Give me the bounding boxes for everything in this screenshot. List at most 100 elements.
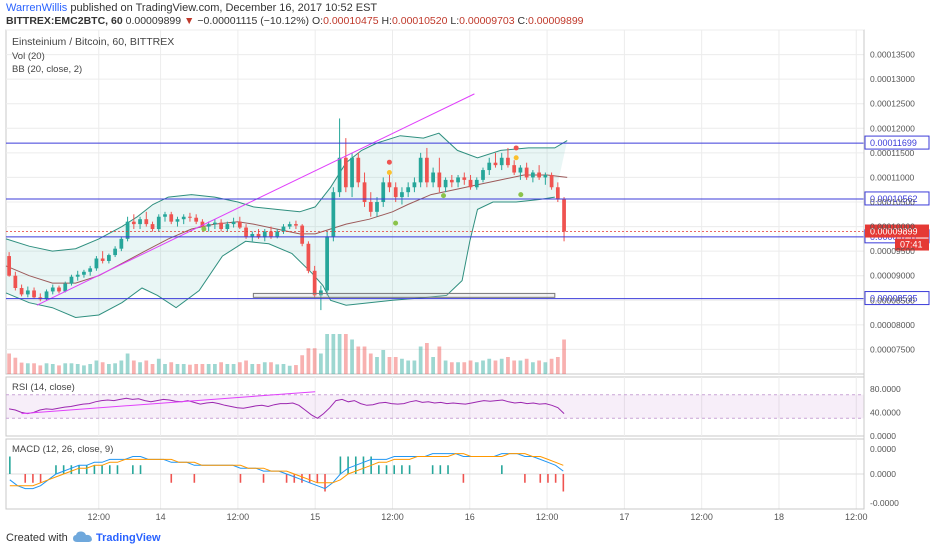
candle-body <box>331 192 336 237</box>
candle-body <box>131 221 136 225</box>
chart-header: WarrenWillis published on TradingView.co… <box>0 0 932 28</box>
volume-bar <box>331 334 336 374</box>
candle-body <box>244 227 248 237</box>
time-tick-label: 12:00 <box>845 512 868 522</box>
volume-bar <box>362 346 367 374</box>
rsi-tick-label: 40.0000 <box>870 407 901 417</box>
volume-bar <box>518 360 523 374</box>
rsi-line <box>9 397 565 419</box>
volume-bar <box>213 364 217 374</box>
volume-bar <box>555 357 560 374</box>
candle-body <box>425 157 429 183</box>
candle-body <box>431 172 435 183</box>
candle-body <box>481 170 485 180</box>
author-link[interactable]: WarrenWillis <box>6 2 68 14</box>
signal-marker <box>513 155 519 161</box>
volume-bar <box>468 360 473 374</box>
candle-body <box>194 217 199 222</box>
volume-bar <box>250 364 255 374</box>
volume-bar <box>119 360 124 374</box>
time-tick-label: 17 <box>619 512 629 522</box>
tradingview-brand[interactable]: TradingView <box>96 532 161 544</box>
candle-body <box>206 224 211 227</box>
candle-body <box>493 162 498 166</box>
candle-body <box>437 172 442 188</box>
rsi-trend-line <box>21 391 316 415</box>
ohlc-line: BITTREX:EMC2BTC, 60 0.00009899 ▼ −0.0000… <box>6 15 584 27</box>
volume-bar <box>200 364 205 374</box>
volume-bar <box>412 360 417 374</box>
candle-body <box>412 182 417 188</box>
volume-bar <box>57 365 61 374</box>
candle-body <box>107 255 111 261</box>
candle-body <box>63 283 68 292</box>
candle-body <box>44 291 49 300</box>
volume-bar <box>512 360 517 374</box>
volume-bar <box>381 350 386 374</box>
candle-body <box>225 224 230 230</box>
publish-info: published on TradingView.com, December 1… <box>70 2 378 14</box>
candle-body <box>88 268 93 272</box>
volume-bar <box>531 362 535 374</box>
bb-lower-line <box>5 196 555 319</box>
volume-bar <box>487 358 492 374</box>
volume-bar <box>32 363 36 374</box>
price-tick-label: 0.00007500 <box>870 344 915 354</box>
volume-bar <box>418 346 423 374</box>
price-tick-label: 0.00013500 <box>870 50 915 60</box>
candle-body <box>219 222 223 230</box>
candle-body <box>531 172 535 178</box>
candle-body <box>25 290 30 295</box>
volume-bar <box>275 364 280 374</box>
candle-body <box>474 179 479 188</box>
volume-bar <box>231 364 236 374</box>
volume-bar <box>131 360 136 374</box>
time-tick-label: 15 <box>310 512 320 522</box>
volume-bar <box>269 362 273 374</box>
volume-bar <box>406 360 411 374</box>
price-tick-label: 0.00009000 <box>870 271 915 281</box>
candle-body <box>169 214 174 222</box>
volume-bar <box>7 353 11 374</box>
close-label: C: <box>517 15 529 27</box>
time-tick-label: 12:00 <box>87 512 110 522</box>
volume-bar <box>387 357 392 374</box>
signal-marker <box>441 193 447 199</box>
price-tick-label: 0.00010000 <box>870 222 915 232</box>
candle-body <box>350 157 354 188</box>
volume-bar <box>294 365 298 374</box>
last-price: 0.00009899 <box>125 15 182 27</box>
current-price-label: 0.00009899 <box>870 227 918 237</box>
candle-body <box>549 174 554 188</box>
volume-bar <box>368 353 373 374</box>
candle-body <box>275 231 280 237</box>
volume-bar <box>356 346 361 374</box>
candle-body <box>50 287 55 292</box>
candle-body <box>156 216 161 230</box>
candle-body <box>250 233 255 237</box>
candle-body <box>406 187 411 193</box>
candle-body <box>150 224 155 230</box>
price-tick-label: 0.00008000 <box>870 320 915 330</box>
chart-canvas[interactable]: 0.000116990.000105620.000097910.00008535… <box>0 28 932 526</box>
volume-bar <box>50 364 55 374</box>
candle-body <box>418 157 423 183</box>
signal-marker <box>201 226 207 232</box>
level-price-label: 0.00011699 <box>870 138 917 148</box>
volume-bar <box>337 334 342 374</box>
volume-bar <box>175 364 180 374</box>
volume-bar <box>94 360 99 374</box>
candle-body <box>281 226 286 232</box>
volume-bar <box>144 360 149 374</box>
volume-bar <box>562 339 566 374</box>
volume-bar <box>100 362 105 374</box>
low-value: 0.00009703 <box>459 15 515 27</box>
volume-bar <box>524 358 529 374</box>
candle-body <box>400 192 404 198</box>
volume-bar <box>425 343 429 374</box>
candle-body <box>237 221 242 228</box>
candle-body <box>200 221 205 227</box>
candle-body <box>449 179 454 183</box>
candle-body <box>537 172 541 178</box>
chart-title: Einsteinium / Bitcoin, 60, BITTREX <box>12 36 174 48</box>
